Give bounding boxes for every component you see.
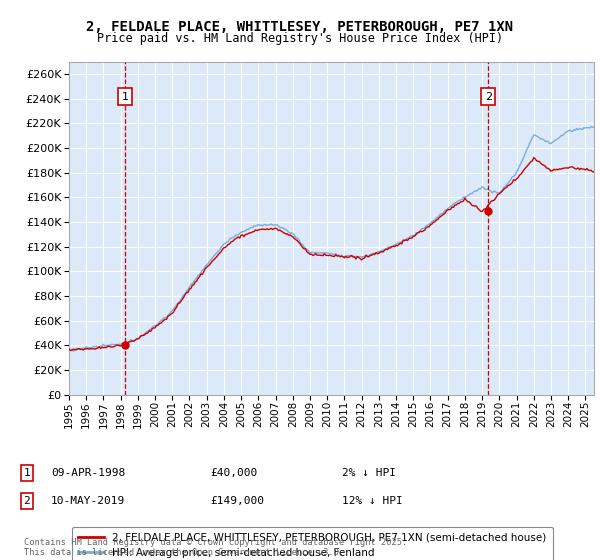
- Text: Price paid vs. HM Land Registry's House Price Index (HPI): Price paid vs. HM Land Registry's House …: [97, 32, 503, 45]
- Text: Contains HM Land Registry data © Crown copyright and database right 2025.
This d: Contains HM Land Registry data © Crown c…: [24, 538, 407, 557]
- Legend: 2, FELDALE PLACE, WHITTLESEY, PETERBOROUGH, PE7 1XN (semi-detached house), HPI: : 2, FELDALE PLACE, WHITTLESEY, PETERBOROU…: [71, 526, 553, 560]
- Text: 1: 1: [23, 468, 31, 478]
- Text: £149,000: £149,000: [210, 496, 264, 506]
- Text: 09-APR-1998: 09-APR-1998: [51, 468, 125, 478]
- Text: 2: 2: [485, 92, 492, 101]
- Text: £40,000: £40,000: [210, 468, 257, 478]
- Text: 2% ↓ HPI: 2% ↓ HPI: [342, 468, 396, 478]
- Text: 10-MAY-2019: 10-MAY-2019: [51, 496, 125, 506]
- Text: 1: 1: [122, 92, 129, 101]
- Text: 2, FELDALE PLACE, WHITTLESEY, PETERBOROUGH, PE7 1XN: 2, FELDALE PLACE, WHITTLESEY, PETERBOROU…: [86, 20, 514, 34]
- Text: 12% ↓ HPI: 12% ↓ HPI: [342, 496, 403, 506]
- Text: 2: 2: [23, 496, 31, 506]
